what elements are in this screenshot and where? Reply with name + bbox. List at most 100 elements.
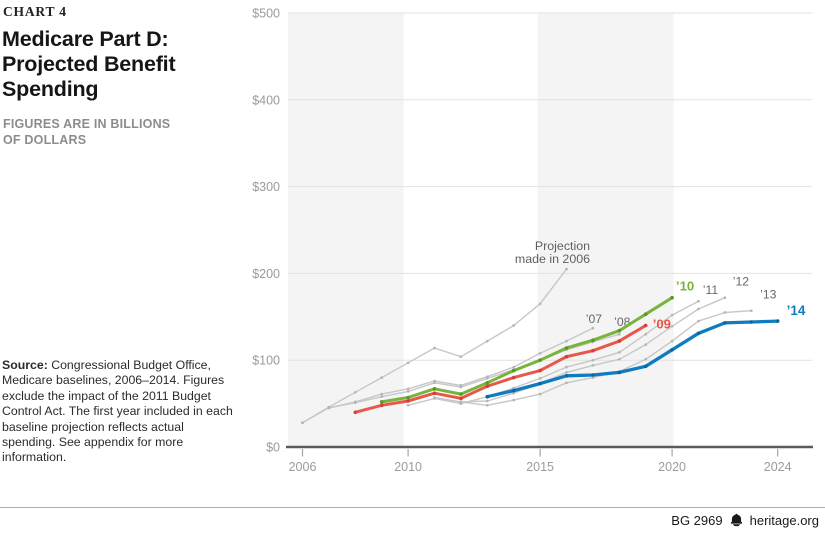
baseline-2012-label: ’12 (733, 275, 749, 289)
baseline-2009-point-2008 (353, 410, 358, 415)
baseline-2009-point-2010 (406, 399, 410, 403)
baseline-2010-point-2018 (617, 328, 622, 333)
baseline-2013-point-2017 (591, 376, 595, 379)
baseline-2012-point-2022 (723, 296, 727, 300)
baseline-2007-point-2006 (301, 421, 304, 425)
footer-divider (0, 507, 825, 508)
baseline-2007-point-2014 (512, 365, 516, 369)
baseline-2010-line (380, 296, 674, 404)
baseline-2007-point-2010 (406, 387, 410, 391)
baseline-2008-point-2013 (485, 377, 489, 380)
baseline-2007-point-2015 (538, 351, 542, 355)
baseline-2012-line (433, 297, 726, 403)
baseline-2008-point-2008 (353, 401, 357, 405)
baseline-2008-line (328, 333, 620, 409)
baseline-2011-label: ’11 (703, 283, 719, 297)
chart-kicker: CHART 4 (3, 4, 67, 19)
baseline-2013-point-2022 (723, 311, 727, 314)
annotation-line-1: made in 2006 (515, 252, 590, 266)
baseline-2012-point-2020 (670, 324, 674, 328)
baseline-2006-point-2014 (512, 324, 516, 327)
baseline-2013-point-2014 (512, 398, 516, 402)
baseline-2009-point-2011 (432, 391, 437, 396)
chart-title-line-1: Medicare Part D: (2, 27, 169, 51)
baseline-2010-point-2013 (485, 381, 490, 385)
baseline-2014-point-2016 (564, 374, 569, 378)
x-tick-label-2010: 2010 (394, 460, 422, 474)
baseline-2007-label: ’07 (586, 312, 602, 326)
baseline-2008-point-2009 (380, 395, 384, 399)
baseline-2009-point-2013 (485, 384, 490, 389)
baseline-2011-point-2018 (617, 351, 621, 354)
baseline-2011-point-2016 (565, 365, 568, 369)
baseline-2010-point-2014 (511, 368, 516, 373)
baseline-2013-point-2023 (749, 309, 753, 313)
background-band-1 (537, 13, 674, 448)
baseline-2009-point-2016 (564, 354, 569, 359)
baseline-2011-point-2019 (644, 332, 648, 336)
baseline-2007-point-2016 (565, 339, 568, 343)
baseline-2013-point-2012 (459, 400, 463, 404)
baseline-2014-point-2024 (775, 319, 780, 323)
baseline-2012-point-2021 (697, 307, 700, 311)
baseline-2006-point-2008 (353, 390, 357, 394)
baseline-2014-point-2020 (670, 348, 674, 352)
baseline-2008-point-2010 (406, 390, 410, 393)
baseline-2010-point-2011 (432, 387, 437, 391)
baseline-2012-point-2016 (565, 371, 568, 374)
baseline-2006-point-2015 (538, 302, 542, 306)
baseline-2011-line (407, 300, 700, 406)
baseline-2010-point-2016 (564, 346, 569, 350)
baseline-2011-point-2015 (538, 377, 542, 380)
site-link: heritage.org (749, 513, 819, 528)
baseline-2010-label: ’10 (676, 279, 694, 294)
baseline-2006-point-2010 (406, 361, 410, 365)
y-tick-label-$300: $300 (252, 180, 280, 194)
heritage-bell-icon (729, 513, 744, 530)
baseline-2010-point-2015 (538, 358, 542, 363)
baseline-2011-point-2020 (670, 313, 674, 317)
chart-title-line-2: Projected Benefit (2, 52, 176, 76)
baseline-2011-point-2021 (697, 299, 700, 303)
baseline-2010-point-2012 (459, 392, 463, 396)
baseline-2014-point-2023 (749, 320, 754, 324)
baseline-2013-label: ’13 (760, 288, 776, 302)
baseline-2013-point-2016 (565, 381, 568, 385)
baseline-2014-line (485, 319, 780, 399)
baseline-2009-point-2012 (459, 396, 463, 401)
y-tick-label-$0: $0 (266, 441, 280, 455)
baseline-2012-point-2019 (644, 343, 648, 346)
baseline-2009-label: ’09 (653, 316, 671, 331)
baseline-2008-point-2018 (617, 332, 621, 336)
baseline-2012-point-2013 (485, 399, 489, 403)
x-tick-label-2024: 2024 (764, 460, 792, 474)
baseline-2014-point-2017 (591, 373, 595, 377)
baseline-2011-point-2014 (512, 386, 516, 390)
baseline-2006-point-2013 (485, 339, 489, 343)
baseline-2010-point-2019 (643, 312, 648, 317)
baseline-2006-point-2009 (380, 376, 384, 379)
x-tick-label-2006: 2006 (289, 460, 317, 474)
source-text: Congressional Budget Office, Medicare ba… (2, 358, 233, 465)
chart-title: Medicare Part D: Projected Benefit Spend… (2, 27, 176, 102)
chart-subtitle: FIGURES ARE IN BILLIONS OF DOLLARS (3, 117, 171, 147)
baseline-2006-point-2012 (459, 355, 463, 359)
baseline-2008-point-2012 (459, 385, 463, 389)
baseline-2011-point-2017 (591, 358, 595, 362)
baseline-2006-point-2011 (433, 346, 436, 350)
baseline-2013-point-2019 (644, 357, 648, 361)
baseline-2009-point-2017 (591, 348, 595, 353)
baseline-2014-point-2014 (511, 388, 516, 393)
baseline-2014-label: ’14 (787, 303, 806, 318)
baseline-2008-point-2011 (433, 381, 436, 385)
baseline-2014-point-2015 (538, 381, 542, 386)
baseline-2014-point-2018 (617, 370, 622, 375)
annotation-line-0: Projection (535, 239, 590, 253)
baseline-2009-point-2019 (643, 323, 648, 328)
y-tick-label-$100: $100 (252, 354, 280, 368)
baseline-2009-point-2015 (538, 368, 542, 373)
baseline-2014-point-2019 (643, 364, 648, 369)
baseline-2010-point-2009 (379, 400, 384, 404)
